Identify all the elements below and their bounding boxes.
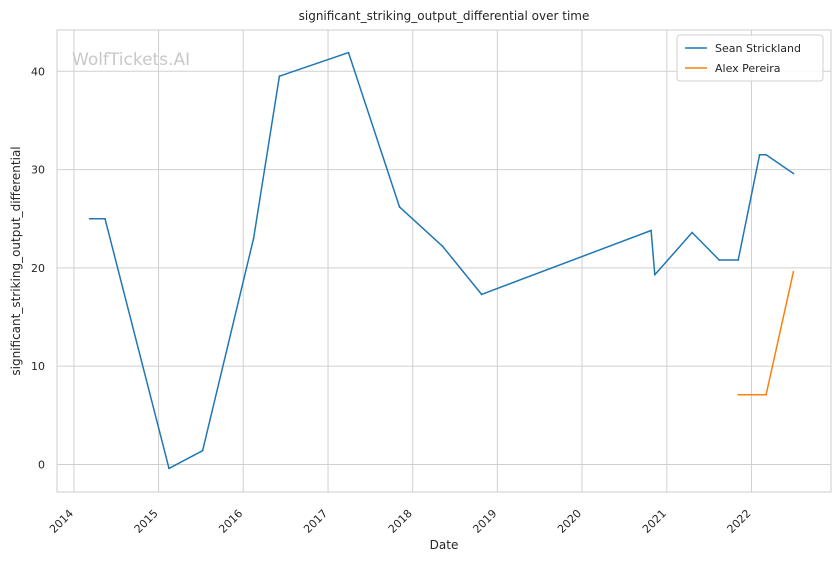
watermark-text: WolfTickets.AI	[72, 50, 190, 70]
data-point	[737, 393, 740, 396]
data-point	[758, 153, 761, 156]
legend: Sean Strickland Alex Pereira	[676, 34, 824, 82]
data-point	[792, 270, 795, 273]
data-point	[104, 217, 106, 220]
data-point	[88, 217, 91, 220]
data-point	[653, 273, 656, 276]
chart-title: significant_striking_output_differential…	[299, 9, 590, 23]
y-tick-label: 20	[31, 262, 45, 275]
legend-box	[676, 34, 824, 82]
data-point	[252, 237, 255, 240]
data-point	[718, 259, 721, 261]
data-point	[480, 293, 483, 296]
y-tick-label: 0	[38, 458, 45, 471]
legend-label: Alex Pereira	[715, 62, 781, 75]
legend-label: Sean Strickland	[715, 42, 801, 55]
data-point	[168, 467, 170, 470]
data-point	[737, 259, 740, 261]
series-line-sean-strickland	[89, 51, 794, 470]
plot-frame	[56, 29, 832, 493]
data-point	[792, 172, 795, 175]
data-point	[691, 231, 694, 234]
data-point	[278, 75, 281, 78]
series-lines	[88, 51, 795, 470]
x-axis-title: Date	[430, 538, 459, 552]
y-tick-label: 10	[31, 360, 45, 373]
data-point	[650, 229, 652, 232]
data-point	[765, 153, 767, 156]
data-point	[765, 393, 767, 396]
data-point	[347, 51, 350, 54]
data-point	[398, 206, 401, 208]
y-tick-label: 40	[31, 65, 45, 78]
data-point	[201, 449, 204, 452]
y-tick-label: 30	[31, 164, 45, 177]
y-axis-title: significant_striking_output_differential	[9, 146, 23, 375]
data-point	[441, 245, 444, 248]
